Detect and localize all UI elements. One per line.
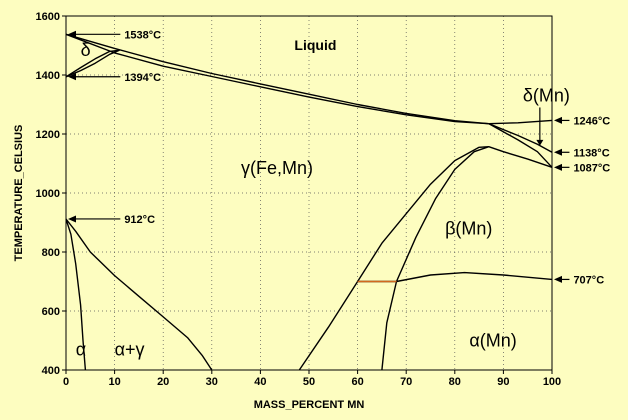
arrow-head [554,148,562,156]
phase-label: α [76,339,86,359]
y-tick-label: 1000 [36,188,60,200]
x-tick-label: 30 [206,376,218,388]
phase-boundary-line [381,146,490,371]
x-tick-label: 40 [254,376,266,388]
phase-labels: Liquid δ δ(Mn) γ(Fe,Mn) β(Mn) α(Mn) α α+γ [76,37,570,359]
x-tick-label: 10 [108,376,120,388]
annotation-label: 707°C [573,274,604,286]
phase-label: δ(Mn) [523,86,570,106]
annotation-label: 912°C [124,214,155,226]
phase-boundaries [65,33,553,371]
phase-boundary-line [65,33,489,125]
y-axis-label: TEMPERATURE_CELSIUS [13,125,25,262]
phase-boundary-line [65,49,120,78]
phase-boundary-line [65,49,120,78]
x-tick-label: 0 [63,376,69,388]
phase-label: γ(Fe,Mn) [241,158,313,178]
x-tick-label: 60 [351,376,363,388]
x-axis-label: MASS_PERCENT MN [254,399,365,411]
phase-boundary-line [488,123,553,168]
x-tick-label: 20 [157,376,169,388]
arrow-head [536,139,544,146]
annotation-label: 1087°C [573,162,610,174]
y-axis-ticks: 400 600 800 1000 1200 1400 1600 [36,11,66,377]
phase-boundary-line [65,218,87,371]
phase-label: δ [81,40,91,60]
grid-lines [66,16,552,370]
annotation-label: 1138°C [573,147,609,159]
phase-boundary-line [65,218,213,371]
phase-label: β(Mn) [445,218,492,238]
y-tick-label: 1600 [36,11,60,23]
y-tick-label: 1400 [36,70,60,82]
x-tick-label: 70 [400,376,412,388]
x-tick-label: 100 [543,376,561,388]
phase-boundary-line [488,119,553,125]
annotation-label: 1246°C [573,115,610,127]
phase-boundary-line [298,145,553,371]
phase-label: α(Mn) [469,330,516,350]
phase-label: Liquid [294,37,336,53]
temperature-annotations: 1538°C 1394°C 912°C 1246°C 1138°C 1087°C 707°C [68,29,610,286]
x-tick-label: 80 [449,376,461,388]
y-tick-label: 400 [42,365,60,377]
x-axis-ticks: 0 10 20 30 40 50 60 70 80 90 100 [63,370,561,388]
arrow-head [554,163,562,171]
arrow-head [554,116,562,124]
annotation-label: 1538°C [124,29,161,41]
arrow-head [68,73,76,81]
phase-label: α+γ [115,339,145,359]
x-tick-label: 90 [497,376,509,388]
x-tick-label: 50 [303,376,315,388]
arrow-head [68,30,76,38]
arrow-head [554,275,562,283]
y-tick-label: 1200 [36,129,60,141]
y-tick-label: 600 [42,306,60,318]
annotation-label: 1394°C [124,72,161,84]
phase-boundary-line [65,33,489,125]
arrow-head [68,215,76,223]
phase-boundary-line [488,123,553,153]
y-tick-label: 800 [42,247,60,259]
